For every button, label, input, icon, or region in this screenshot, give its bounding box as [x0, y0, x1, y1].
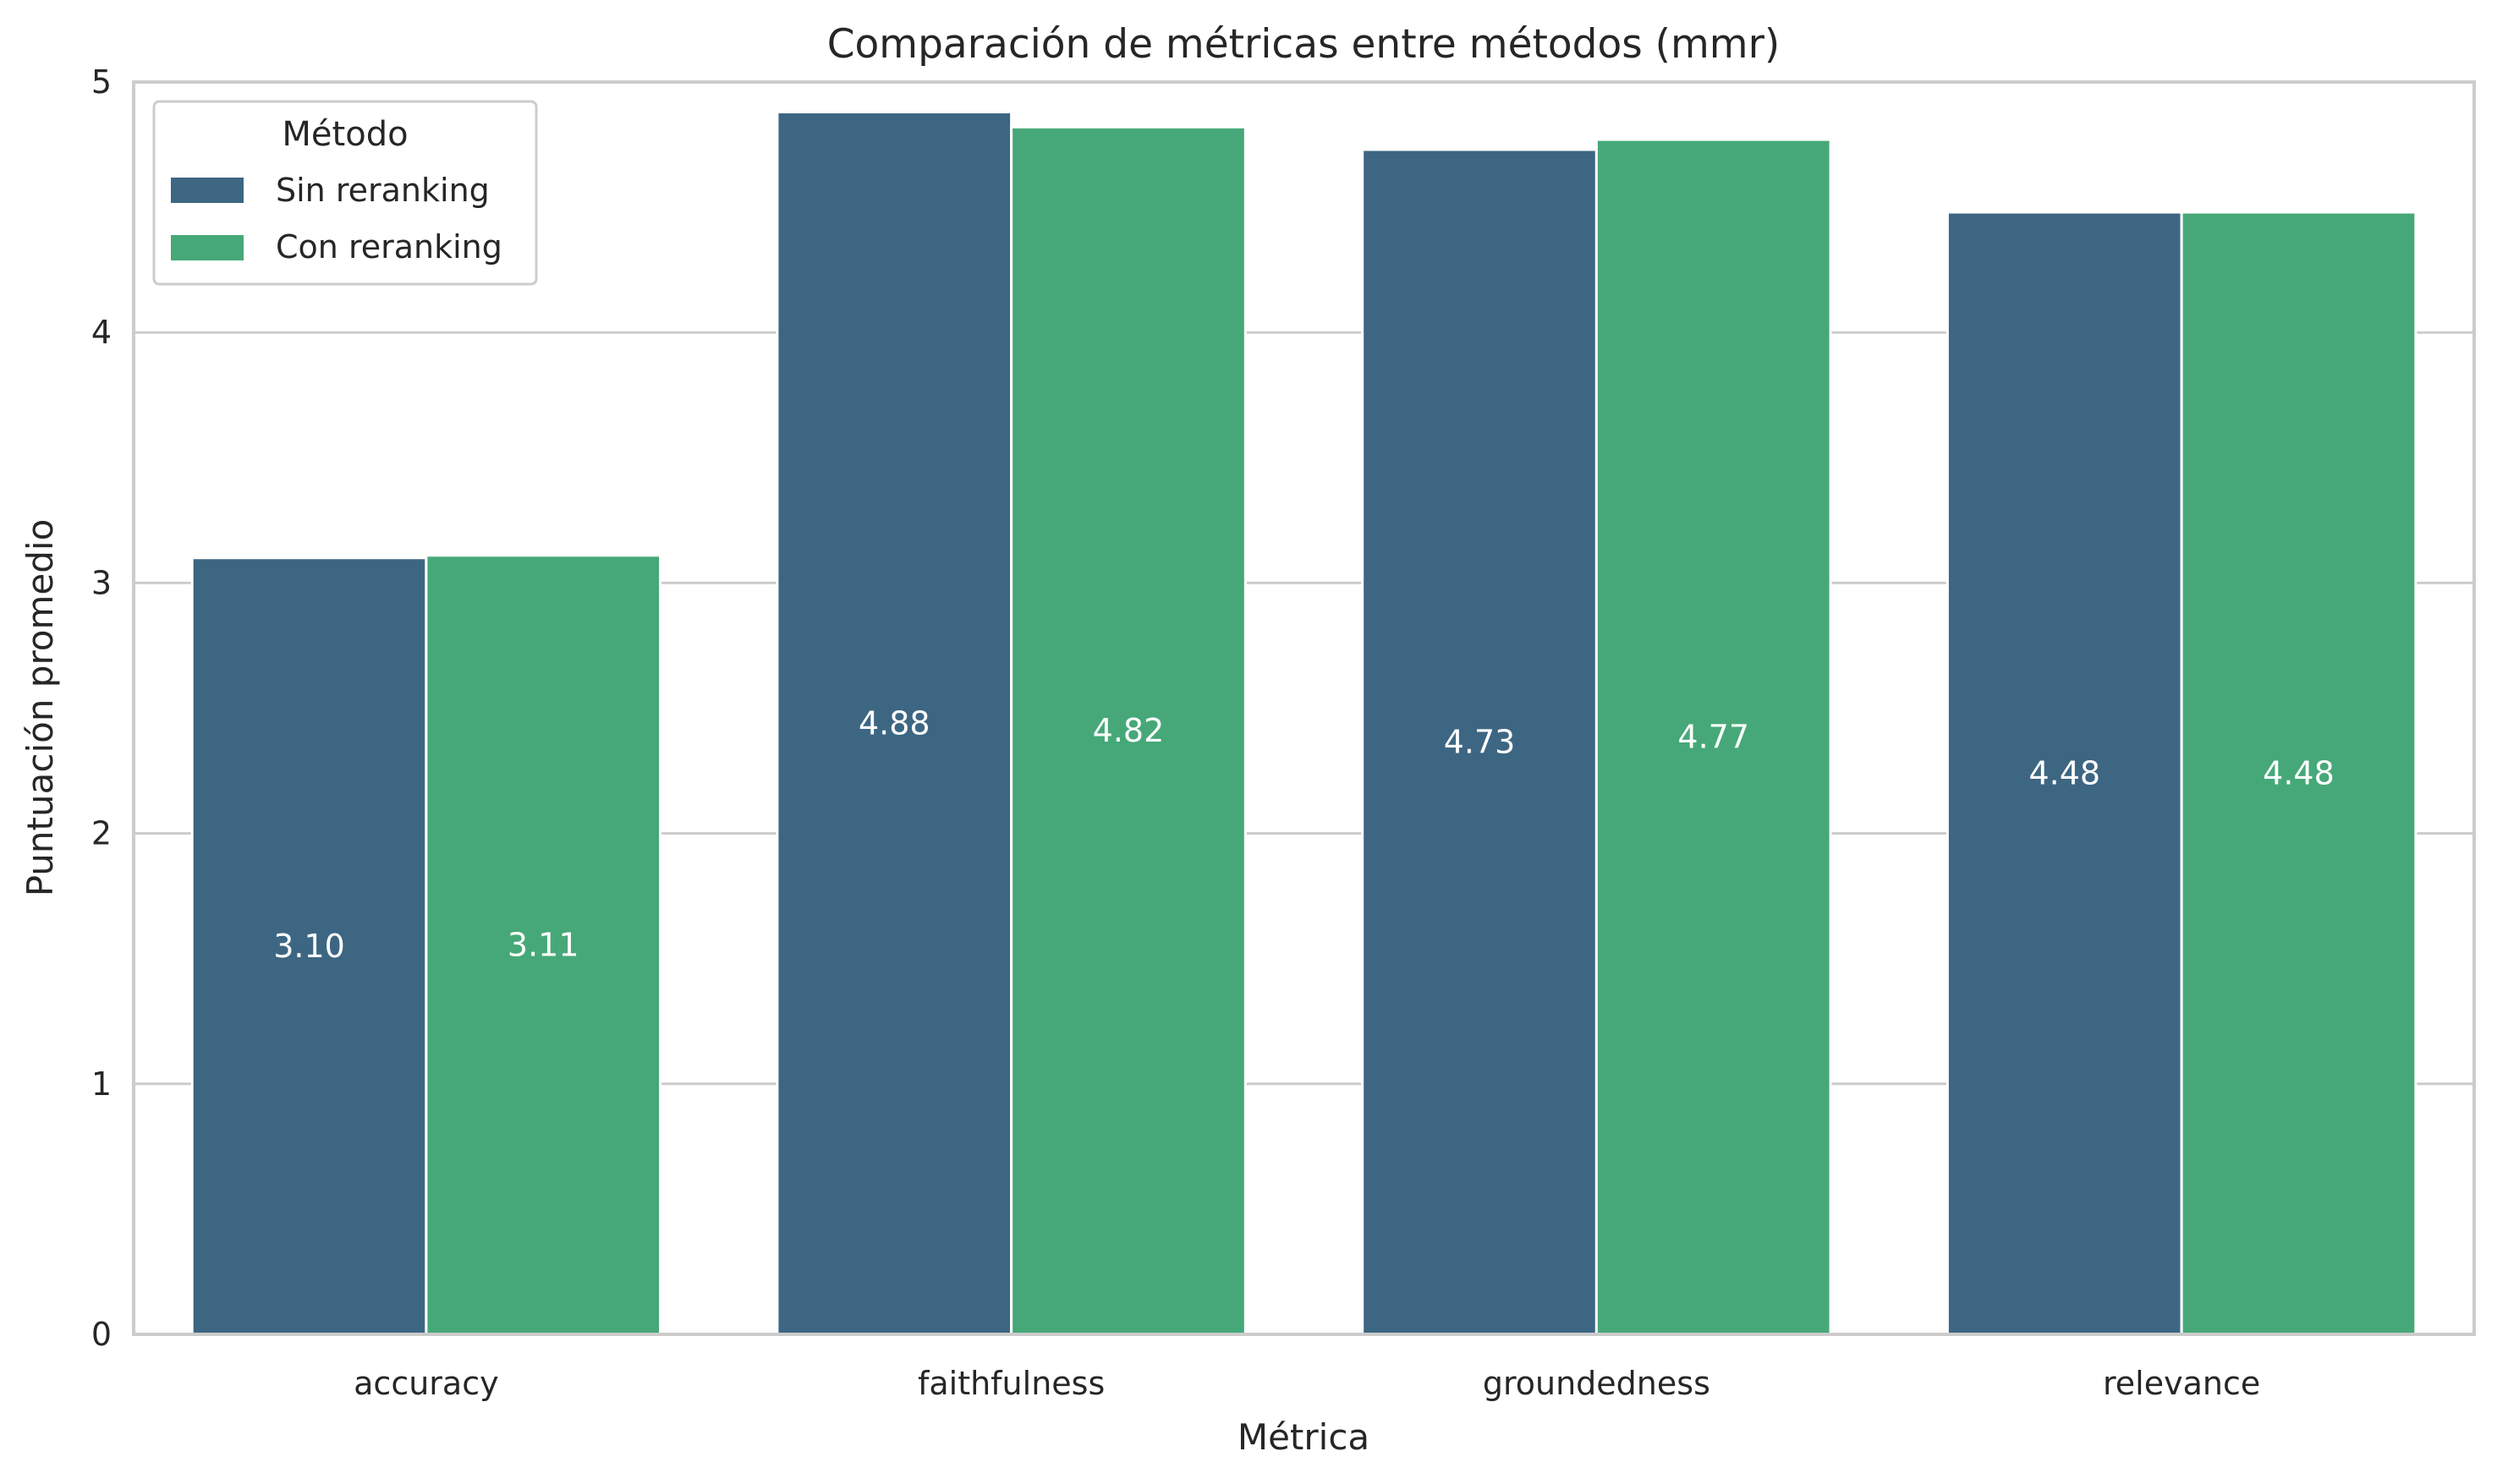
bar-value-labels: 3.10 3.11 4.88 4.82 4.73 4.77 4.48 4.48	[273, 704, 2335, 965]
legend-frame	[152, 100, 538, 286]
legend-label-sin-reranking: Sin reranking	[276, 172, 490, 209]
bar-groundedness-0	[1361, 148, 1598, 1336]
bar-value-label: 4.82	[1093, 712, 1165, 749]
y-axis-label: Puntuación promedio	[19, 519, 61, 897]
bar-relevance-1	[2180, 211, 2417, 1336]
legend-swatch-sin-reranking	[171, 178, 244, 203]
x-axis-ticks: accuracy faithfulness groundedness relevanc…	[354, 1365, 2260, 1402]
bar-value-label: 3.11	[508, 926, 579, 963]
legend-label-con-reranking: Con reranking	[276, 228, 502, 266]
x-axis-label: Métrica	[1238, 1416, 1369, 1458]
x-tick-label: groundedness	[1483, 1365, 1710, 1402]
y-axis-ticks: 0 1 2 3 4 5	[91, 63, 112, 1353]
bar-value-label: 4.77	[1677, 719, 1749, 756]
legend-swatch-con-reranking	[171, 235, 244, 260]
x-tick-label: faithfulness	[918, 1365, 1105, 1402]
legend: Método Sin reranking Con reranking	[152, 100, 538, 286]
bar-value-label: 3.10	[273, 928, 345, 965]
bar-accuracy-1	[425, 554, 662, 1336]
y-tick-label: 1	[91, 1065, 112, 1103]
y-tick-label: 4	[91, 314, 112, 351]
y-tick-label: 5	[91, 63, 112, 101]
bar-relevance-0	[1945, 211, 2183, 1336]
chart-title: Comparación de métricas entre métodos (m…	[827, 21, 1781, 68]
y-tick-label: 2	[91, 815, 112, 852]
plot-frame	[132, 80, 2476, 1336]
y-tick-label: 3	[91, 564, 112, 601]
bar-groundedness-1	[1594, 138, 1832, 1336]
bar-value-label: 4.48	[2263, 755, 2335, 792]
bar-value-label: 4.73	[1444, 723, 1516, 760]
x-tick-label: accuracy	[354, 1365, 498, 1402]
bars	[190, 111, 2417, 1336]
legend-title: Método	[282, 115, 408, 154]
bar-faithfulness-0	[776, 111, 1013, 1336]
bar-faithfulness-1	[1010, 125, 1247, 1336]
x-tick-label: relevance	[2103, 1365, 2260, 1402]
bar-value-label: 4.88	[859, 704, 930, 742]
bar-value-label: 4.48	[2028, 755, 2100, 792]
y-tick-label: 0	[91, 1316, 112, 1353]
